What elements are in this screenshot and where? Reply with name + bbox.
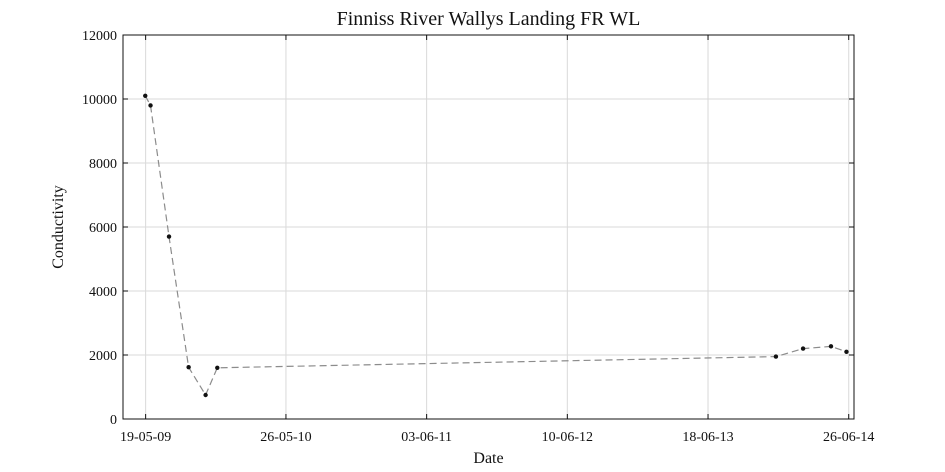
data-point	[143, 93, 148, 99]
grid	[123, 34, 854, 420]
data-point	[166, 234, 172, 239]
series-line	[144, 95, 847, 397]
y-tick-label: 8000	[89, 157, 117, 172]
x-tick-label: 03-06-11	[401, 430, 452, 445]
x-tick-labels: 19-05-09 26-05-10 03-06-11 10-06-12 18-06-13…	[120, 430, 874, 445]
y-tick-label: 0	[110, 413, 117, 428]
x-tick-label: 18-06-13	[682, 430, 733, 445]
data-points	[143, 93, 849, 398]
data-point	[773, 354, 779, 359]
data-point	[148, 103, 153, 108]
y-tick-label: 2000	[89, 349, 117, 364]
y-tick-label: 10000	[82, 93, 117, 108]
y-tick-label: 6000	[89, 221, 117, 236]
x-tick-label: 10-06-12	[542, 430, 593, 445]
data-point	[844, 349, 849, 354]
data-point	[215, 365, 220, 370]
x-tick-label: 19-05-09	[120, 430, 171, 445]
data-point	[203, 392, 208, 398]
data-point	[800, 346, 806, 351]
chart-title: Finniss River Wallys Landing FR WL	[337, 8, 641, 30]
x-axis-label: Date	[473, 450, 503, 467]
data-point	[828, 344, 834, 349]
data-point	[186, 364, 191, 370]
y-tick-label: 12000	[82, 29, 117, 44]
x-tick-label: 26-05-10	[260, 430, 311, 445]
y-axis-label: Conductivity	[50, 185, 67, 269]
y-tick-labels: 0 2000 4000 6000 8000 10000 12000	[82, 29, 117, 428]
x-tick-label: 26-06-14	[823, 430, 874, 445]
series-layer	[144, 95, 847, 397]
y-tick-label: 4000	[89, 285, 117, 300]
axis-ticks	[123, 34, 854, 420]
